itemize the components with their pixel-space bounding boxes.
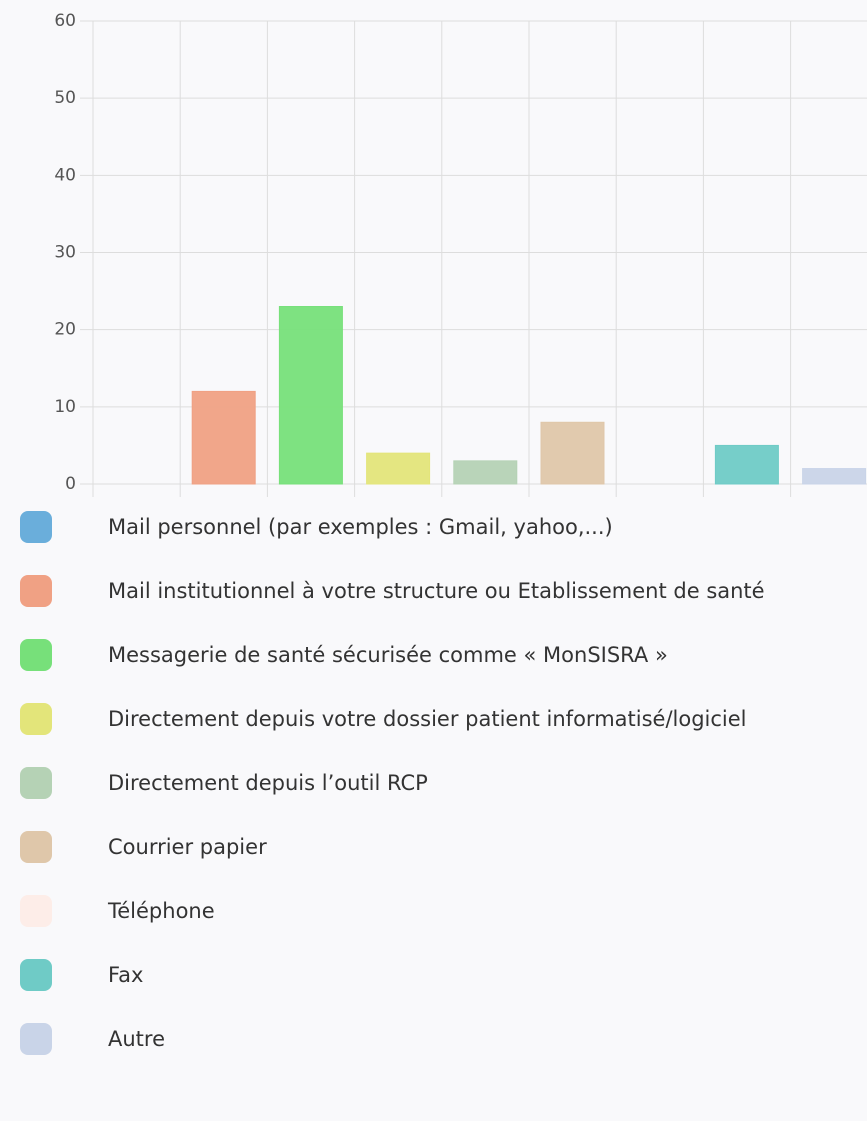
legend-label: Mail institutionnel à votre structure ou… [108,579,765,603]
legend-item[interactable]: Autre [0,1020,867,1058]
bar [453,460,518,485]
y-tick-label: 40 [54,165,76,185]
legend-swatch [20,703,52,735]
legend-swatch [20,831,52,863]
legend-label: Directement depuis l’outil RCP [108,771,428,795]
legend-label: Fax [108,963,144,987]
legend: Mail personnel (par exemples : Gmail, ya… [0,508,867,1084]
legend-label: Directement depuis votre dossier patient… [108,707,747,731]
legend-swatch [20,575,52,607]
y-tick-label: 60 [54,11,76,31]
bar [802,468,867,485]
legend-label: Autre [108,1027,166,1051]
legend-label: Mail personnel (par exemples : Gmail, ya… [108,515,613,539]
bar [191,390,256,485]
y-tick-label: 30 [54,243,76,263]
legend-item[interactable]: Directement depuis votre dossier patient… [0,700,867,738]
legend-swatch [20,959,52,991]
bar [278,306,343,485]
legend-item[interactable]: Directement depuis l’outil RCP [0,764,867,802]
legend-item[interactable]: Courrier papier [0,828,867,866]
legend-item[interactable]: Messagerie de santé sécurisée comme « Mo… [0,636,867,674]
legend-label: Courrier papier [108,835,267,859]
legend-swatch [20,895,52,927]
legend-item[interactable]: Mail institutionnel à votre structure ou… [0,572,867,610]
y-tick-label: 0 [65,474,76,494]
legend-label: Messagerie de santé sécurisée comme « Mo… [108,643,668,667]
legend-swatch [20,511,52,543]
bar [366,452,431,485]
legend-item[interactable]: Mail personnel (par exemples : Gmail, ya… [0,508,867,546]
legend-item[interactable]: Téléphone [0,892,867,930]
y-tick-label: 20 [54,320,76,340]
y-tick-label: 50 [54,88,76,108]
y-tick-label: 10 [54,397,76,417]
bar [540,421,605,485]
legend-item[interactable]: Fax [0,956,867,994]
legend-label: Téléphone [108,899,215,923]
legend-swatch [20,639,52,671]
legend-swatch [20,1023,52,1055]
legend-swatch [20,767,52,799]
bar [714,444,779,485]
chart: 0 10 20 30 40 50 60 [54,11,867,497]
